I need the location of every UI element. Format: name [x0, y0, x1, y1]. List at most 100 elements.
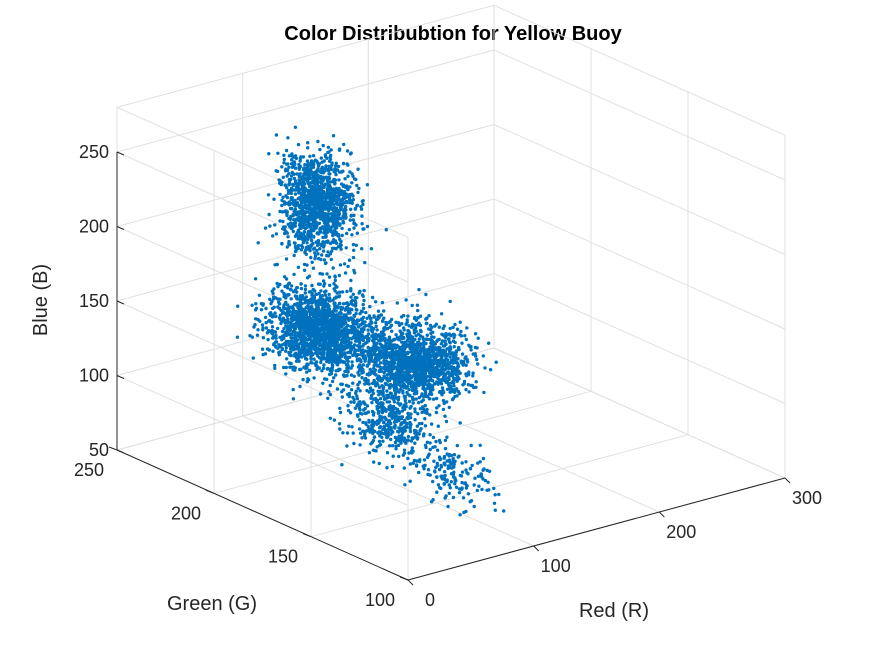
data-point	[352, 177, 357, 181]
data-point	[310, 159, 314, 163]
data-point	[389, 375, 393, 379]
data-point	[284, 257, 289, 261]
data-point	[435, 406, 439, 410]
data-point	[376, 411, 381, 415]
data-point	[434, 410, 439, 415]
data-point	[330, 379, 335, 384]
data-point	[444, 376, 448, 380]
data-point	[351, 318, 355, 322]
data-point	[388, 404, 393, 408]
data-point	[451, 325, 455, 330]
data-point	[361, 302, 365, 307]
data-point	[332, 224, 336, 228]
data-point	[285, 245, 289, 249]
data-point	[329, 367, 333, 371]
data-point	[308, 308, 312, 312]
data-point	[371, 381, 375, 386]
data-point	[337, 208, 341, 213]
data-point	[448, 384, 452, 389]
data-point	[435, 448, 440, 452]
data-point	[302, 319, 306, 323]
data-point	[361, 306, 366, 311]
data-point	[428, 447, 432, 452]
data-point	[346, 384, 351, 388]
data-point	[327, 227, 332, 231]
data-point	[400, 340, 404, 344]
data-point	[454, 356, 458, 361]
data-point	[302, 216, 307, 221]
data-point	[443, 335, 448, 340]
data-point	[296, 323, 300, 328]
data-point	[322, 243, 326, 248]
data-point	[325, 367, 329, 371]
data-point	[423, 424, 428, 428]
data-point	[375, 358, 380, 362]
data-point	[340, 359, 345, 363]
data-point	[448, 326, 452, 331]
data-point	[298, 331, 302, 335]
data-point	[295, 321, 300, 325]
data-point	[417, 379, 421, 383]
data-point	[305, 204, 309, 208]
data-point	[370, 295, 375, 300]
data-point	[329, 372, 334, 376]
data-point	[458, 320, 462, 324]
data-point	[348, 218, 352, 222]
data-point	[437, 325, 441, 329]
data-point	[424, 387, 428, 391]
data-point	[409, 325, 414, 329]
data-point	[357, 357, 362, 361]
data-point	[345, 149, 350, 153]
data-point	[303, 351, 307, 355]
data-point	[372, 315, 376, 319]
data-point	[332, 307, 336, 312]
data-point	[361, 351, 365, 355]
data-point	[345, 363, 349, 367]
data-points	[235, 125, 506, 517]
data-point	[395, 365, 399, 370]
data-point	[367, 354, 371, 359]
grid-line	[493, 49, 786, 181]
data-point	[365, 224, 370, 229]
data-point	[447, 362, 451, 366]
data-point	[295, 290, 299, 294]
data-point	[256, 317, 260, 322]
data-point	[338, 367, 342, 372]
data-point	[416, 353, 421, 358]
data-point	[375, 407, 379, 411]
data-point	[386, 341, 390, 345]
data-point	[422, 458, 427, 462]
data-point	[412, 360, 416, 364]
data-point	[382, 309, 386, 313]
data-point	[377, 439, 382, 444]
data-point	[259, 301, 264, 306]
data-point	[353, 271, 357, 275]
data-point	[412, 385, 416, 389]
data-point	[253, 308, 258, 312]
data-point	[356, 383, 360, 387]
data-point	[280, 242, 284, 246]
data-point	[317, 291, 321, 296]
data-point	[331, 180, 335, 184]
data-point	[331, 336, 335, 340]
data-point	[427, 314, 431, 318]
data-point	[284, 277, 289, 281]
data-point	[404, 298, 408, 302]
data-point	[391, 454, 395, 458]
data-point	[342, 334, 346, 339]
data-point	[406, 363, 410, 367]
grid-line	[116, 49, 495, 153]
data-point	[332, 238, 336, 242]
y-axis-line	[116, 449, 409, 581]
data-point	[327, 150, 331, 154]
data-point	[321, 279, 326, 283]
data-point	[365, 316, 369, 320]
data-point	[276, 151, 280, 155]
data-point	[384, 349, 388, 354]
data-point	[347, 424, 351, 428]
data-point	[341, 338, 346, 342]
data-point	[457, 345, 461, 350]
data-point	[342, 262, 347, 266]
data-point	[303, 200, 308, 204]
data-point	[373, 362, 377, 366]
